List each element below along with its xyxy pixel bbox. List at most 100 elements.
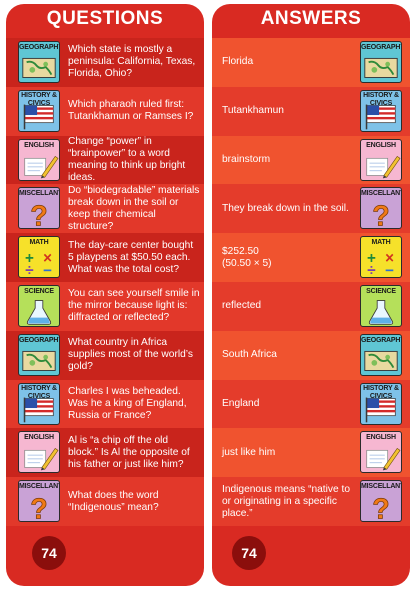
category-badge: MISCELLANY? <box>18 480 60 523</box>
list-item: SCIENCE reflected <box>212 281 410 331</box>
svg-text:?: ? <box>30 201 47 229</box>
svg-text:?: ? <box>30 494 47 522</box>
svg-text:−: − <box>385 263 394 278</box>
answer-text: South Africa <box>222 349 277 361</box>
category-label: MISCELLANY <box>19 483 60 491</box>
category-label: MISCELLANY <box>361 483 402 491</box>
list-item: MATH + × ÷ − The day-care center bought 5 pla… <box>6 233 204 282</box>
list-item: GEOGRAPHY South Africa <box>212 330 410 380</box>
category-badge: GEOGRAPHY <box>360 41 402 83</box>
list-item: ENGLISH Al is “a chip off the old block.”… <box>6 428 204 478</box>
category-badge: MISCELLANY? <box>18 187 60 230</box>
category-label: ENGLISH <box>366 434 396 442</box>
question-text: Do “biodegradable” materials break down … <box>68 184 200 232</box>
category-label: GEOGRAPHY <box>361 44 402 51</box>
svg-text:?: ? <box>372 494 389 522</box>
category-badge: GEOGRAPHY <box>360 333 402 376</box>
question-text: What country in Africa supplies most of … <box>68 337 193 373</box>
list-item: MISCELLANY? Do “biodegradable” materials … <box>6 184 204 234</box>
answer-text: $252.50 (50.50 × 5) <box>222 245 272 269</box>
category-badge: SCIENCE <box>360 284 402 327</box>
svg-text:−: − <box>43 263 52 278</box>
questions-card: QUESTIONS GEOGRAPHY Which state is mostly… <box>6 4 204 586</box>
category-label: GEOGRAPHY <box>361 336 402 344</box>
question-text: Which state is mostly a peninsula: Calif… <box>68 44 196 80</box>
question-text: You can see yourself smile in the mirror… <box>68 288 200 324</box>
questions-title: QUESTIONS <box>46 8 164 29</box>
answer-text: just like him <box>222 446 276 458</box>
category-badge: GEOGRAPHY <box>18 41 60 83</box>
category-badge: MISCELLANY? <box>360 187 402 230</box>
list-item: SCIENCE You can see yourself smile in the… <box>6 281 204 331</box>
question-text: Al is “a chip off the old block.” Is Al … <box>68 434 190 470</box>
category-label: GEOGRAPHY <box>19 336 60 344</box>
category-badge: ENGLISH <box>18 431 60 474</box>
category-label: ENGLISH <box>24 141 54 149</box>
category-badge: MISCELLANY? <box>360 480 402 523</box>
category-badge: SCIENCE <box>18 284 60 327</box>
category-badge: HISTORY & CIVICS <box>360 382 402 425</box>
answer-text: brainstorm <box>222 153 271 165</box>
list-item: HISTORY & CIVICS Which pharaoh ruled firs… <box>6 86 204 136</box>
questions-list: GEOGRAPHY Which state is mostly a peninsu… <box>6 38 204 526</box>
answer-text: They break down in the soil. <box>222 202 349 214</box>
page-number: 74 <box>32 536 66 570</box>
category-label: ENGLISH <box>24 434 54 442</box>
category-badge: HISTORY & CIVICS <box>18 382 60 425</box>
list-item: HISTORY & CIVICS Charles I was beheaded. … <box>6 379 204 429</box>
svg-text:÷: ÷ <box>367 263 375 278</box>
list-item: ENGLISH brainstorm <box>212 135 410 185</box>
svg-text:÷: ÷ <box>25 263 33 278</box>
list-item: HISTORY & CIVICS Tutankhamun <box>212 86 410 136</box>
list-item: HISTORY & CIVICS England <box>212 379 410 429</box>
question-text: Which pharaoh ruled first: Tutankhamun o… <box>68 99 194 123</box>
question-text: What does the word “Indigenous” mean? <box>68 489 159 513</box>
list-item: GEOGRAPHY Which state is mostly a peninsu… <box>6 38 204 87</box>
list-item: MISCELLANY? They break down in the soil. <box>212 184 410 234</box>
list-item: ENGLISH Change “power” in “brainpower” to… <box>6 135 204 185</box>
category-badge: MATH + × ÷ − <box>360 236 402 279</box>
page-number: 74 <box>232 536 266 570</box>
answers-list: GEOGRAPHY Florida HISTORY & CIVICS Tutankha… <box>212 38 410 526</box>
question-text: Charles I was beheaded. Was he a king of… <box>68 385 187 421</box>
answer-text: Tutankhamun <box>222 105 284 117</box>
category-badge: GEOGRAPHY <box>18 333 60 376</box>
svg-text:×: × <box>385 250 394 267</box>
list-item: GEOGRAPHY What country in Africa supplies… <box>6 330 204 380</box>
question-text: The day-care center bought 5 playpens at… <box>68 239 194 275</box>
category-label: MATH <box>371 239 391 247</box>
category-badge: MATH + × ÷ − <box>18 236 60 279</box>
list-item: ENGLISH just like him <box>212 428 410 478</box>
category-label: HISTORY & CIVICS <box>363 384 399 400</box>
category-label: GEOGRAPHY <box>19 44 60 51</box>
category-badge: ENGLISH <box>18 138 60 181</box>
svg-text:×: × <box>43 250 52 267</box>
category-label: MATH <box>29 239 49 247</box>
category-badge: HISTORY & CIVICS <box>360 89 402 132</box>
category-label: HISTORY & CIVICS <box>21 384 57 400</box>
category-label: HISTORY & CIVICS <box>363 91 399 107</box>
list-item: MATH + × ÷ − $252.50 (50.50 × 5) <box>212 233 410 282</box>
category-badge: ENGLISH <box>360 431 402 474</box>
category-label: MISCELLANY <box>19 190 60 198</box>
svg-text:+: + <box>25 250 34 267</box>
category-label: MISCELLANY <box>361 190 402 198</box>
answer-text: reflected <box>222 300 262 312</box>
category-label: HISTORY & CIVICS <box>21 91 57 107</box>
list-item: MISCELLANY? Indigenous means “native to o… <box>212 477 410 526</box>
question-text: Change “power” in “brainpower” to a word… <box>68 135 186 183</box>
category-badge: HISTORY & CIVICS <box>18 89 60 132</box>
answer-text: Indigenous means “native to or originati… <box>222 483 350 519</box>
list-item: GEOGRAPHY Florida <box>212 38 410 87</box>
answers-title: ANSWERS <box>260 8 362 29</box>
answer-text: Florida <box>222 56 254 68</box>
svg-text:?: ? <box>372 201 389 229</box>
answers-card: ANSWERS GEOGRAPHY Florida HISTORY & CIVICS… <box>212 4 410 586</box>
answer-text: England <box>222 397 260 409</box>
category-label: ENGLISH <box>366 141 396 149</box>
category-badge: ENGLISH <box>360 138 402 181</box>
svg-text:+: + <box>367 250 376 267</box>
category-label: SCIENCE <box>366 287 396 295</box>
category-label: SCIENCE <box>24 287 54 295</box>
list-item: MISCELLANY? What does the word “Indigenou… <box>6 477 204 526</box>
